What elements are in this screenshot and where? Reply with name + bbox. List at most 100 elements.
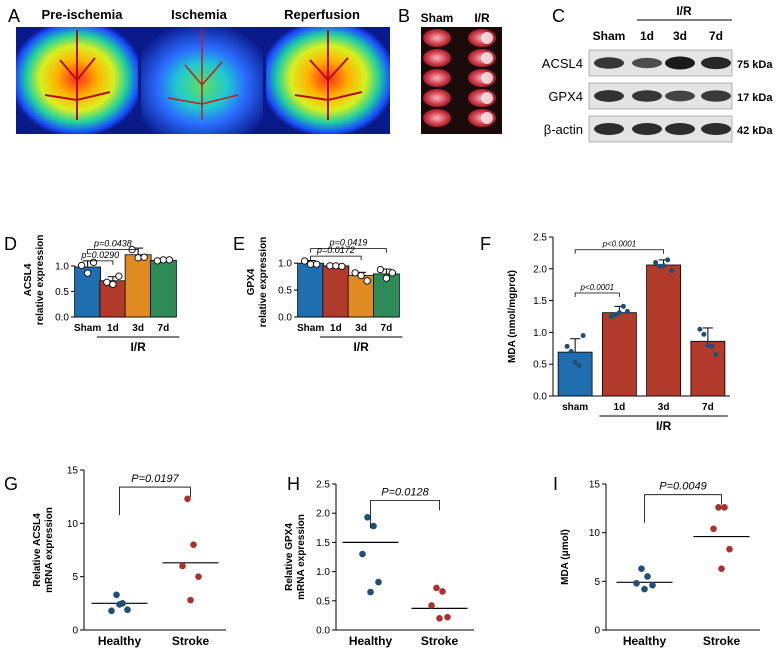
data-point <box>444 613 451 621</box>
slice-infarct-4 <box>481 92 493 104</box>
y-tick-label: 0.5 <box>278 286 292 297</box>
y-tick-label: 1.0 <box>278 259 292 270</box>
y-tick-label: 0.0 <box>316 626 330 637</box>
slice-sham-4 <box>423 89 451 107</box>
p-value-label: P=0.0197 <box>131 473 179 485</box>
data-point <box>638 565 645 572</box>
header-ir: I/R <box>474 11 490 25</box>
y-axis-label: MDA (μmol) <box>560 529 571 585</box>
data-point <box>568 348 574 354</box>
p-value-label: p=0.0172 <box>316 245 355 255</box>
y-axis-label: Relative ACSL4mRNA expression <box>32 507 55 593</box>
band-2-4 <box>701 90 731 102</box>
data-point <box>140 253 148 261</box>
y-tick-label: 0 <box>594 626 600 637</box>
x-tick-label: 3d <box>355 323 367 334</box>
band-1-4 <box>701 56 731 70</box>
x-tick-label: Healthy <box>623 634 667 648</box>
y-tick-label: 10 <box>589 528 601 539</box>
slice-sham-5 <box>423 109 451 127</box>
y-tick-label: 1.0 <box>316 567 330 578</box>
x-tick-label: 7d <box>158 323 170 334</box>
y-axis-label-line: MDA (nmol/mgprot) <box>507 270 518 363</box>
y-tick-label: 5 <box>594 577 600 588</box>
group-label: I/R <box>656 419 672 433</box>
data-point <box>616 310 622 316</box>
y-axis-label-line: relative expression <box>258 237 269 328</box>
slice-infarct-1 <box>481 32 493 44</box>
data-point <box>382 274 391 282</box>
x-tick-label: 1d <box>107 323 119 334</box>
data-point <box>721 504 728 511</box>
data-point <box>439 588 446 595</box>
blot-kda-3: 42 kDa <box>737 125 773 137</box>
x-tick-label: 1d <box>614 402 626 413</box>
blot-name-1: ACSL4 <box>542 56 583 71</box>
x-tick-label: Healthy <box>98 634 142 648</box>
chart-f: F 0.0 0.5 1.0 1.5 2.0 2.5 MDA (nmol/mgprot) sham… <box>480 233 730 433</box>
data-point <box>77 261 86 270</box>
comparison-bracket <box>644 494 722 523</box>
x-tick-label: 3d <box>132 323 144 334</box>
band-1-1 <box>594 57 624 69</box>
p-value-label: p=0.0438 <box>93 239 132 249</box>
slice-sham-1 <box>423 29 451 47</box>
y-axis-label-line: ACSL4 <box>23 263 34 296</box>
y-tick-label: 1.0 <box>55 261 69 272</box>
bar-sham <box>557 351 593 397</box>
band-2-1 <box>594 90 624 102</box>
data-point <box>376 265 385 274</box>
blot-name-2: GPX4 <box>548 89 583 104</box>
chart-e: E 0.0 0.5 1.0 GPX4relative expression Sham 1d 3… <box>233 234 403 354</box>
data-point <box>300 257 309 265</box>
y-tick-label: 5 <box>72 572 78 583</box>
bar-3d <box>646 264 682 397</box>
panel-letter-b: B <box>398 6 410 26</box>
panel-letter-e: E <box>233 234 245 254</box>
data-point <box>580 333 586 339</box>
data-point <box>726 545 733 553</box>
data-point <box>620 303 626 309</box>
data-point <box>644 573 651 580</box>
chart-g: G 0 5 10 15 Relative ACSL4mRNA expression Heal… <box>4 466 226 648</box>
data-point <box>306 260 315 268</box>
y-tick-label: 1.5 <box>316 538 330 549</box>
x-tick-label: 7d <box>381 323 393 334</box>
band-2-2 <box>632 90 662 102</box>
group-label: I/R <box>130 340 146 354</box>
panel-letter-g: G <box>4 474 18 494</box>
brain-slices <box>421 27 502 134</box>
chart-h: H 0.0 0.5 1.0 1.5 2.0 2.5 Relative GPX4mRNA exp… <box>284 474 474 648</box>
bar-7d <box>690 340 726 397</box>
y-tick-label: 0.5 <box>533 360 547 371</box>
data-point <box>359 550 366 558</box>
band-3-1 <box>594 123 624 135</box>
y-axis-label-line: relative expression <box>35 235 46 326</box>
label-reperfusion: Reperfusion <box>284 7 360 22</box>
slice-sham-2 <box>423 49 451 67</box>
data-point <box>326 262 334 270</box>
blot-kda-1: 75 kDa <box>737 59 773 71</box>
band-3-4 <box>701 123 731 135</box>
y-tick-label: 2.0 <box>316 509 330 520</box>
data-point <box>187 596 194 604</box>
bar-1d <box>601 312 637 397</box>
data-point <box>363 277 371 285</box>
vessel-lines-2 <box>167 30 239 120</box>
label-ischemia: Ischemia <box>171 7 227 22</box>
y-tick-label: 0.0 <box>278 313 292 324</box>
data-point <box>718 565 725 572</box>
data-point <box>653 259 659 265</box>
blot-kda-2: 17 kDa <box>737 92 773 104</box>
y-axis-label-line: mRNA expression <box>296 514 307 600</box>
data-point <box>184 495 191 503</box>
vessel-lines-1 <box>44 30 111 120</box>
lane-7d: 7d <box>709 29 723 43</box>
data-point <box>159 256 168 264</box>
y-axis-label: Relative GPX4mRNA expression <box>284 514 307 600</box>
band-1-3 <box>665 56 695 70</box>
slice-sham-3 <box>423 69 451 87</box>
data-point <box>83 269 92 277</box>
data-point <box>428 602 435 609</box>
